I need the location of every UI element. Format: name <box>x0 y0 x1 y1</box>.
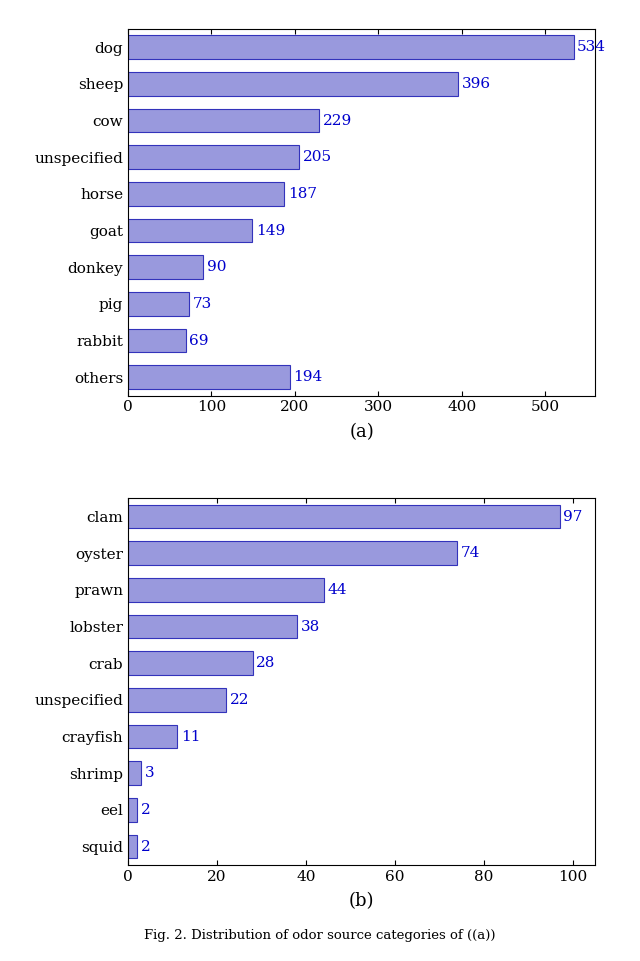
Text: 149: 149 <box>256 224 285 237</box>
Bar <box>128 688 226 712</box>
Bar <box>128 652 253 676</box>
Text: 97: 97 <box>563 509 582 524</box>
Text: 187: 187 <box>288 186 317 201</box>
Text: 229: 229 <box>323 113 352 128</box>
Bar <box>128 541 457 565</box>
Bar <box>128 615 297 638</box>
Bar <box>128 72 458 96</box>
Bar <box>128 798 137 822</box>
Bar <box>128 292 189 316</box>
X-axis label: (a): (a) <box>349 423 374 441</box>
Text: 74: 74 <box>461 546 481 560</box>
Text: 69: 69 <box>189 333 209 348</box>
Bar <box>128 109 319 133</box>
Text: 2: 2 <box>141 802 150 817</box>
Text: 194: 194 <box>294 370 323 384</box>
Bar <box>128 505 559 529</box>
X-axis label: (b): (b) <box>349 892 374 910</box>
Bar <box>128 365 290 389</box>
Bar <box>128 835 137 858</box>
Text: 2: 2 <box>141 840 150 853</box>
Text: 44: 44 <box>328 583 347 597</box>
Bar <box>128 256 203 279</box>
Text: 90: 90 <box>207 260 227 274</box>
Bar <box>128 182 284 206</box>
Bar <box>128 329 186 353</box>
Text: 534: 534 <box>577 40 606 54</box>
Text: 3: 3 <box>145 766 155 780</box>
Text: 11: 11 <box>180 729 200 744</box>
Bar <box>128 761 141 785</box>
Bar <box>128 578 324 602</box>
Text: 73: 73 <box>193 297 212 310</box>
Text: 396: 396 <box>462 77 492 91</box>
Bar <box>128 218 252 242</box>
Bar <box>128 145 299 169</box>
Text: 205: 205 <box>303 150 332 164</box>
Text: 28: 28 <box>257 656 276 670</box>
Text: 22: 22 <box>230 693 249 707</box>
Text: Fig. 2. Distribution of odor source categories of ((a)): Fig. 2. Distribution of odor source cate… <box>144 928 496 942</box>
Text: 38: 38 <box>301 620 320 633</box>
Bar <box>128 725 177 749</box>
Bar <box>128 36 573 59</box>
